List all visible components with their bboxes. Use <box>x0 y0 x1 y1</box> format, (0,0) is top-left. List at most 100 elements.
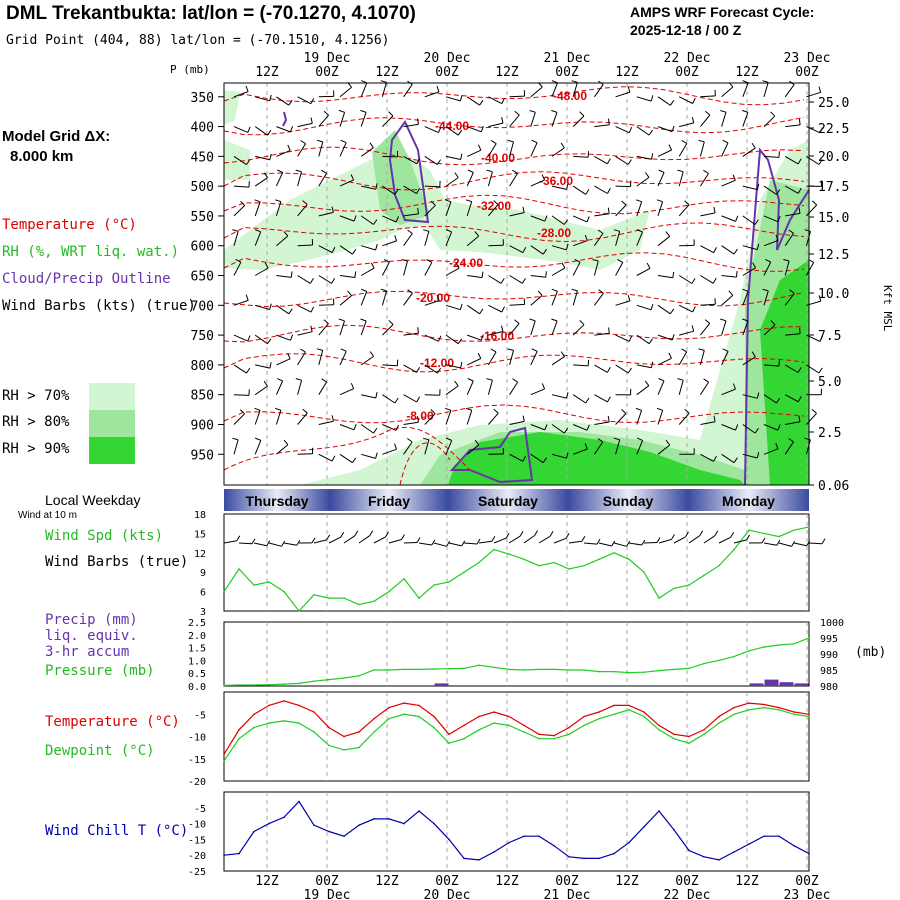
wind-barb <box>424 394 440 396</box>
isotherm-line <box>399 442 451 486</box>
wind-barb <box>530 351 538 366</box>
wind-barb-flag <box>627 86 631 93</box>
surface-wind-barb <box>523 535 535 544</box>
surface-wind-barb <box>778 542 792 547</box>
wind-barb <box>318 211 334 217</box>
wind-barb-flag <box>454 172 459 178</box>
wind-barb-flag <box>479 100 484 106</box>
pressure-line-point <box>658 669 660 672</box>
wind-speed-y-tick: 9 <box>200 568 206 579</box>
wind-barb <box>721 112 727 127</box>
isotherm-line <box>223 426 471 471</box>
wind-barb <box>699 141 705 157</box>
temperature-line-point <box>508 715 510 718</box>
wind-speed-line-point <box>388 590 390 593</box>
wind-barb <box>318 453 333 462</box>
wind-barb <box>573 364 589 367</box>
isotherm-line <box>223 222 805 243</box>
wind-barb-flag <box>438 335 442 342</box>
wind-barb <box>742 185 758 191</box>
dewpoint-line-point <box>658 729 660 731</box>
wind-barb <box>530 453 544 464</box>
wind-barb-flag <box>239 409 245 415</box>
surface-wind-barb <box>418 542 432 546</box>
wind-barb <box>763 261 772 276</box>
wind-barb-flag <box>704 110 711 116</box>
wind-barb <box>615 155 629 165</box>
isotherm-label: -24.00 <box>449 256 483 270</box>
cloud-outline-3 <box>282 111 288 127</box>
surface-wind-barb <box>538 535 551 544</box>
p-tick-label: 400 <box>191 121 214 136</box>
wind-barb <box>382 448 397 455</box>
top-hour-label: 12Z <box>615 65 639 80</box>
wind-barb <box>233 155 247 166</box>
wind-barb <box>615 300 631 306</box>
wind-barb-flag <box>607 396 611 403</box>
top-date-label: 19 Dec <box>304 51 351 66</box>
pressure-line-point <box>403 668 405 671</box>
wind-speed-line-point <box>583 564 585 567</box>
pressure-line-point <box>643 671 645 673</box>
temperature-line-point <box>673 733 675 736</box>
isotherm-label: -8.00 <box>406 409 434 423</box>
dewpoint-line-point <box>283 720 285 722</box>
surface-wind-barb <box>793 542 807 547</box>
weekday-label: Friday <box>368 493 410 509</box>
surface-wind-barb-flag <box>714 530 719 537</box>
isotherm-line <box>223 353 805 373</box>
wind-barb <box>763 394 777 404</box>
wind-speed-line-point <box>298 610 300 612</box>
wind-barb <box>360 215 374 225</box>
wind-barb-flag <box>677 169 684 173</box>
dewpoint-line <box>223 706 810 762</box>
wind-barb <box>657 149 672 157</box>
wind-barb-flag <box>776 189 781 195</box>
wind-barb <box>467 334 482 341</box>
wind-speed-line-point <box>748 529 750 531</box>
kft-axis-label: Kft MSL <box>881 285 894 332</box>
wind-barb <box>763 448 779 455</box>
wind-barb-flag <box>310 98 315 104</box>
wind-barb-flag <box>713 415 716 422</box>
wind-barb-flag <box>592 259 599 262</box>
wind-barb <box>805 262 815 276</box>
wind-barb-flag <box>542 248 548 255</box>
wind-barb-flag <box>360 288 367 292</box>
surface-wind-barb <box>223 540 237 544</box>
wind-barb-flag <box>275 407 282 411</box>
wind-barb <box>509 303 525 306</box>
wind-barb <box>636 267 651 276</box>
weekday-label: Saturday <box>478 493 538 509</box>
surface-wind-barb-flag <box>416 537 421 543</box>
wind-barb-flag <box>551 80 558 84</box>
wind-chill-line-point <box>748 843 750 845</box>
wind-barb <box>424 91 440 98</box>
surface-wind-barb-flag <box>791 541 796 547</box>
wind-chill-y-tick: -20 <box>188 851 206 862</box>
wind-speed-line-point <box>268 581 270 583</box>
wind-speed-line-point <box>553 561 555 564</box>
wind-barb-flag <box>574 258 581 263</box>
wind-barb-flag <box>246 367 251 374</box>
wind-barb <box>615 439 621 455</box>
wind-barb <box>636 231 643 246</box>
wind-barb <box>424 334 439 342</box>
wind-barb-flag <box>394 443 397 450</box>
precip-pressure-frame <box>223 621 810 687</box>
wind-barb <box>339 351 347 366</box>
wind-barb <box>700 275 714 284</box>
wind-barb <box>403 364 417 373</box>
wind-barb <box>382 394 396 404</box>
wind-barb <box>360 355 374 366</box>
wind-barb-flag <box>668 352 672 359</box>
wind-barb-flag <box>269 303 272 310</box>
wind-barb <box>784 293 795 306</box>
wind-chill-panel: -5 -10 -15 -20 -25 <box>188 791 810 878</box>
wind-barb <box>742 82 749 97</box>
wind-barb <box>254 385 268 396</box>
wind-barb <box>233 126 248 133</box>
wind-barb <box>275 410 282 425</box>
wind-chill-line-point <box>553 844 555 847</box>
